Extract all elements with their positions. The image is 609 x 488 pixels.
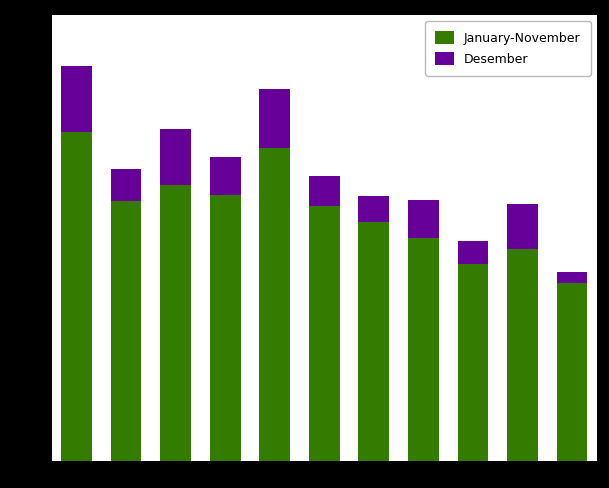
Bar: [408, 238, 438, 461]
Bar: [259, 89, 290, 147]
Bar: [507, 248, 538, 461]
Bar: [359, 222, 389, 461]
Bar: [309, 176, 340, 206]
Bar: [160, 185, 191, 461]
Legend: January-November, Desember: January-November, Desember: [425, 21, 591, 76]
Bar: [210, 195, 241, 461]
Bar: [61, 132, 92, 461]
Bar: [507, 204, 538, 248]
Bar: [259, 147, 290, 461]
Bar: [557, 283, 588, 461]
Bar: [111, 169, 141, 201]
Bar: [408, 200, 438, 238]
Bar: [210, 157, 241, 195]
Bar: [160, 129, 191, 185]
Bar: [457, 264, 488, 461]
Bar: [309, 206, 340, 461]
Bar: [61, 66, 92, 132]
Bar: [557, 272, 588, 283]
Bar: [457, 241, 488, 264]
Bar: [111, 201, 141, 461]
Bar: [359, 197, 389, 222]
